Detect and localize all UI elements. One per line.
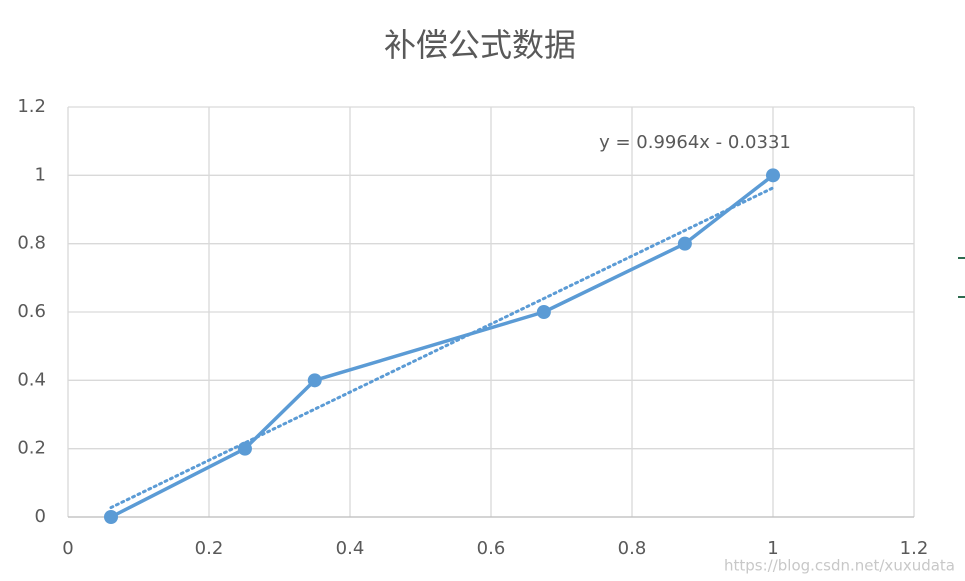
y-tick-label: 1 — [35, 164, 46, 185]
x-tick-label: 0.6 — [477, 538, 506, 559]
trendline-label: y = 0.9964x - 0.0331 — [599, 132, 791, 153]
y-tick-label: 0.6 — [17, 301, 46, 322]
watermark: https://blog.csdn.net/xuxudata — [724, 557, 955, 575]
x-tick-label: 0.8 — [618, 538, 647, 559]
data-point — [536, 305, 551, 319]
trendline — [109, 186, 775, 510]
data-point — [237, 441, 252, 456]
x-tick-label: 1 — [767, 538, 778, 559]
x-tick-label: 0.4 — [336, 538, 365, 559]
y-tick-label: 0.4 — [17, 369, 46, 390]
data-point — [677, 236, 692, 251]
y-tick-label: 0.8 — [17, 233, 46, 254]
y-tick-label: 0 — [35, 506, 46, 527]
y-tick-label: 1.2 — [17, 96, 46, 117]
data-point — [307, 373, 322, 388]
x-tick-label: 1.2 — [900, 538, 929, 559]
y-tick-label: 0.2 — [17, 438, 46, 459]
data-point — [766, 168, 780, 183]
x-tick-label: 0.2 — [195, 538, 224, 559]
data-point — [104, 510, 119, 524]
x-tick-label: 0 — [62, 538, 73, 559]
chart-title: 补偿公式数据 — [384, 26, 576, 64]
series-line — [110, 173, 775, 519]
